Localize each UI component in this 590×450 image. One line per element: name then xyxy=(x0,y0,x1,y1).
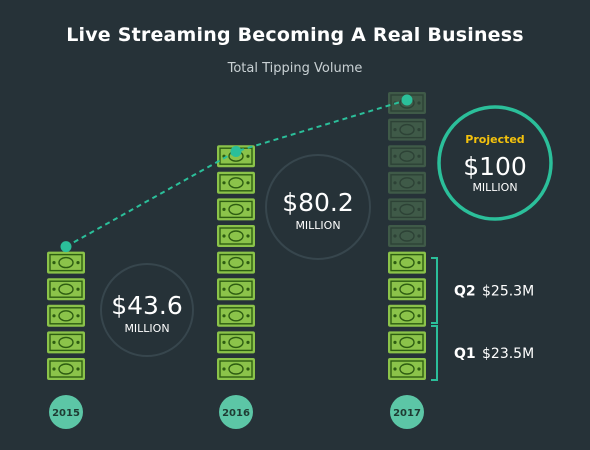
chart-subtitle: Total Tipping Volume xyxy=(227,61,363,76)
bill-2017-5 xyxy=(388,251,426,274)
value-unit-2017: MILLION xyxy=(472,181,517,194)
bill-2017-6 xyxy=(388,225,426,247)
year-label-2015: 2015 xyxy=(52,408,80,419)
bill-2017-8 xyxy=(388,171,426,194)
trend-point-2015 xyxy=(60,241,72,253)
year-badge-2017: 2017 xyxy=(390,395,424,429)
bill-2015-4 xyxy=(47,278,85,301)
bill-2015-1 xyxy=(47,358,85,380)
bill-2016-1 xyxy=(217,358,255,380)
trend-line xyxy=(65,99,408,248)
value-label-2016: $80.2 MILLION xyxy=(265,154,371,260)
year-badge-2016: 2016 xyxy=(219,395,253,429)
value-unit-2016: MILLION xyxy=(295,219,340,232)
bill-2017-2 xyxy=(388,331,426,354)
bill-2017-3 xyxy=(388,304,426,327)
quarter-label-q1: Q1 xyxy=(454,346,476,362)
bill-2017-4 xyxy=(388,278,426,301)
bill-2016-3 xyxy=(217,304,255,327)
bill-2015-5 xyxy=(47,251,85,274)
value-amount-2015: $43.6 xyxy=(111,291,183,320)
year-label-2017: 2017 xyxy=(393,408,421,419)
quarter-value-q2: $25.3M xyxy=(482,284,534,300)
bill-2016-2 xyxy=(217,331,255,354)
bill-2017-1 xyxy=(388,358,426,380)
bill-2016-4 xyxy=(217,278,255,301)
bill-2016-6 xyxy=(217,225,255,247)
bill-2016-7 xyxy=(217,198,255,221)
value-amount-2016: $80.2 xyxy=(282,188,354,217)
bill-2016-8 xyxy=(217,171,255,194)
projected-badge: Projected xyxy=(465,133,524,146)
bill-2017-10 xyxy=(388,118,426,141)
bill-2017-9 xyxy=(388,145,426,168)
year-label-2016: 2016 xyxy=(222,408,250,419)
bill-2016-5 xyxy=(217,251,255,274)
bill-2015-3 xyxy=(47,304,85,327)
trend-point-2016 xyxy=(230,145,242,157)
bill-2017-7 xyxy=(388,198,426,221)
value-unit-2015: MILLION xyxy=(124,322,169,335)
quarter-value-q1: $23.5M xyxy=(482,346,534,362)
bracket-q2: Q2 $25.3M xyxy=(431,257,534,324)
trend-point-2017 xyxy=(401,94,413,106)
year-badge-2015: 2015 xyxy=(49,395,83,429)
chart-title: Live Streaming Becoming A Real Business xyxy=(66,24,524,46)
value-label-2015: $43.6 MILLION xyxy=(100,263,194,357)
bracket-q1: Q1 $23.5M xyxy=(431,325,534,381)
bill-2015-2 xyxy=(47,331,85,354)
quarter-label-q2: Q2 xyxy=(454,284,476,300)
value-amount-2017: $100 xyxy=(463,152,527,181)
